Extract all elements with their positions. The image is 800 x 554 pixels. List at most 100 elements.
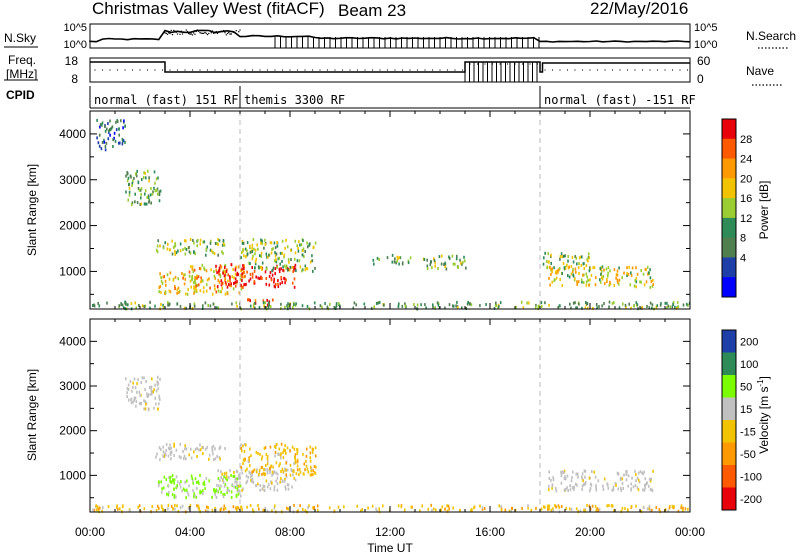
echo-cell bbox=[291, 281, 294, 285]
echo-cell bbox=[547, 507, 549, 511]
echo-cell bbox=[293, 447, 296, 451]
echo-cell bbox=[635, 479, 637, 483]
echo-cell bbox=[284, 485, 287, 489]
echo-cell bbox=[635, 473, 637, 476]
echo-cell bbox=[643, 488, 646, 492]
echo-cell bbox=[527, 506, 529, 510]
echo-cell bbox=[333, 509, 336, 513]
echo-cell bbox=[185, 248, 188, 251]
echo-cell bbox=[561, 255, 563, 259]
echo-cell bbox=[135, 404, 137, 408]
nsearch-dot bbox=[168, 32, 170, 34]
echo-cell bbox=[548, 476, 551, 480]
echo-cell bbox=[630, 273, 633, 277]
echo-cell bbox=[230, 490, 233, 494]
echo-cell bbox=[296, 464, 299, 468]
echo-cell bbox=[595, 488, 598, 492]
echo-cell bbox=[239, 484, 242, 488]
echo-cell bbox=[242, 458, 245, 462]
echo-cell bbox=[140, 196, 142, 200]
echo-cell bbox=[314, 241, 317, 245]
nave-dot bbox=[604, 69, 606, 71]
echo-cell bbox=[575, 306, 577, 310]
echo-cell bbox=[128, 193, 131, 197]
echo-cell bbox=[275, 282, 277, 286]
echo-cell bbox=[201, 279, 203, 283]
echo-cell bbox=[552, 476, 554, 480]
echo-cell bbox=[549, 266, 551, 270]
echo-cell bbox=[217, 237, 219, 241]
echo-cell bbox=[583, 469, 586, 473]
echo-cell bbox=[178, 455, 181, 459]
echo-cell bbox=[173, 487, 175, 491]
echo-cell bbox=[434, 306, 436, 310]
echo-cell bbox=[269, 466, 271, 470]
echo-cell bbox=[440, 262, 443, 266]
echo-cell bbox=[279, 282, 282, 286]
echo-cell bbox=[98, 304, 101, 308]
echo-cell bbox=[667, 509, 670, 513]
nsearch-label: N.Search bbox=[746, 29, 796, 43]
echo-cell bbox=[546, 505, 549, 509]
echo-cell bbox=[585, 301, 587, 304]
nave-dot bbox=[386, 69, 389, 71]
echo-cell bbox=[312, 473, 314, 476]
nsearch-dot bbox=[183, 31, 185, 33]
echo-cell bbox=[595, 508, 598, 512]
echo-cell bbox=[166, 273, 169, 277]
nave-dot bbox=[364, 69, 366, 71]
echo-cell bbox=[570, 265, 573, 269]
echo-cell bbox=[648, 504, 651, 508]
echo-cell bbox=[561, 272, 563, 275]
echo-cell bbox=[144, 388, 146, 392]
echo-cell bbox=[371, 504, 374, 508]
echo-cell bbox=[203, 483, 206, 487]
echo-cell bbox=[258, 306, 261, 309]
echo-cell bbox=[257, 482, 259, 486]
echo-cell bbox=[589, 278, 591, 282]
echo-cell bbox=[182, 487, 185, 491]
echo-cell bbox=[122, 126, 124, 130]
echo-cell bbox=[183, 454, 186, 458]
echo-cell bbox=[444, 261, 446, 265]
echo-cell bbox=[280, 456, 282, 460]
echo-cell bbox=[578, 256, 581, 260]
echo-cell bbox=[155, 248, 158, 252]
xtick-label: 20:00 bbox=[575, 525, 605, 539]
echo-cell bbox=[682, 509, 684, 513]
echo-cell bbox=[245, 443, 247, 447]
ytick-label: 3000 bbox=[59, 173, 86, 187]
echo-cell bbox=[165, 477, 168, 481]
echo-cell bbox=[242, 264, 244, 268]
echo-cell bbox=[469, 302, 471, 306]
echo-cell bbox=[240, 494, 242, 498]
echo-cell bbox=[565, 506, 568, 510]
echo-cell bbox=[276, 244, 279, 248]
echo-cell bbox=[199, 489, 201, 493]
echo-cell bbox=[136, 201, 139, 204]
echo-cell bbox=[209, 241, 212, 245]
echo-cell bbox=[217, 306, 220, 310]
echo-cell bbox=[376, 509, 378, 513]
echo-cell bbox=[633, 284, 636, 288]
echo-cell bbox=[218, 456, 221, 459]
nave-dot bbox=[431, 69, 434, 71]
echo-cell bbox=[206, 505, 208, 509]
echo-cell bbox=[194, 278, 196, 282]
nave-dot bbox=[334, 69, 336, 71]
echo-cell bbox=[435, 508, 437, 512]
echo-cell bbox=[551, 280, 553, 284]
echo-cell bbox=[174, 507, 176, 511]
echo-cell bbox=[250, 475, 252, 479]
echo-cell bbox=[596, 306, 598, 310]
echo-cell bbox=[578, 302, 580, 306]
echo-cell bbox=[215, 264, 217, 268]
echo-cell bbox=[235, 485, 237, 489]
echo-cell bbox=[258, 507, 260, 511]
echo-cell bbox=[168, 491, 170, 494]
echo-cell bbox=[257, 276, 259, 280]
echo-cell bbox=[375, 507, 377, 511]
echo-cell bbox=[203, 240, 206, 244]
echo-cell bbox=[235, 506, 237, 510]
echo-cell bbox=[248, 470, 251, 474]
